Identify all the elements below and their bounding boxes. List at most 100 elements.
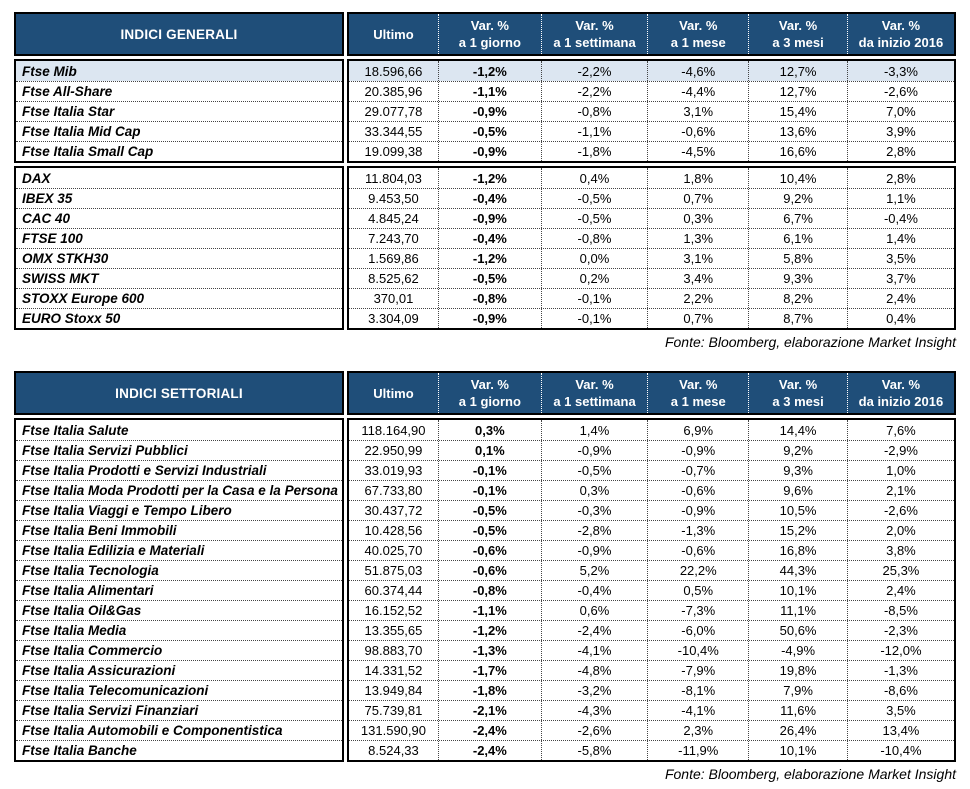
data-cell: 6,1%: [748, 229, 847, 248]
table-row: 98.883,70 -1,3% -4,1% -10,4% -4,9% -12,0%: [349, 640, 954, 660]
column-header-line1: Ultimo: [373, 385, 414, 401]
data-cell: 9,6%: [748, 481, 847, 500]
row-label: IBEX 35: [16, 188, 342, 208]
data-cell: 11,6%: [748, 701, 847, 720]
data-cell: 16,6%: [748, 142, 847, 161]
data-cell: 2,3%: [647, 721, 748, 740]
column-headers-box: Ultimo Var. % a 1 giorno Var. % a 1 settiman…: [347, 371, 956, 415]
data-cell: 7.243,70: [368, 231, 419, 246]
table-row: 3.304,09 -0,9% -0,1% 0,7% 8,7% 0,4%: [349, 308, 954, 328]
row-label: FTSE 100: [16, 228, 342, 248]
data-cell: 14,4%: [748, 420, 847, 440]
data-cell: 0,7%: [647, 189, 748, 208]
column-header: Var. % a 1 giorno: [437, 14, 541, 54]
table-row: 20.385,96 -1,1% -2,2% -4,4% 12,7% -2,6%: [349, 81, 954, 101]
data-cell: -2,6%: [846, 82, 954, 101]
data-cell: 0,0%: [540, 249, 647, 268]
data-cell: -0,3%: [540, 501, 647, 520]
data-cell: 3,9%: [846, 122, 954, 141]
column-header: Ultimo: [349, 373, 438, 413]
data-cell: -0,9%: [540, 541, 647, 560]
data-cell: -6,0%: [647, 621, 748, 640]
data-cell: 2,1%: [846, 481, 954, 500]
row-label: Ftse Italia Servizi Finanziari: [16, 700, 342, 720]
data-cell: 0,4%: [846, 309, 954, 328]
data-cell: 30.437,72: [364, 503, 423, 518]
tables-root: INDICI GENERALI Ultimo Var. % a 1 giorno Var…: [14, 12, 956, 783]
table-indici-generali: INDICI GENERALI Ultimo Var. % a 1 giorno Var…: [14, 12, 956, 351]
data-cell: 9,3%: [748, 269, 847, 288]
data-cell: -10,4%: [846, 741, 954, 760]
column-header-line1: Var. %: [575, 377, 614, 392]
column-header: Var. % a 1 settimana: [540, 373, 647, 413]
data-cell: -0,1%: [437, 481, 541, 500]
table-body-group: Ftse Mib Ftse All-Share Ftse Italia Star Ft…: [14, 59, 956, 163]
column-header: Var. % da inizio 2016: [846, 14, 954, 54]
data-cell: 8.525,62: [368, 271, 419, 286]
data-cell: 7,0%: [846, 102, 954, 121]
data-cell: 3,1%: [647, 249, 748, 268]
data-cell: -0,9%: [437, 142, 541, 161]
data-cell: -0,8%: [437, 581, 541, 600]
row-values-box: 11.804,03 -1,2% 0,4% 1,8% 10,4% 2,8% 9.453,50-…: [347, 166, 956, 330]
table-row: 8.525,62 -0,5% 0,2% 3,4% 9,3% 3,7%: [349, 268, 954, 288]
table-row: 11.804,03 -1,2% 0,4% 1,8% 10,4% 2,8%: [349, 168, 954, 188]
table-row: 131.590,90 -2,4% -2,6% 2,3% 26,4% 13,4%: [349, 720, 954, 740]
data-cell: -4,8%: [540, 661, 647, 680]
table-row: 60.374,44 -0,8% -0,4% 0,5% 10,1% 2,4%: [349, 580, 954, 600]
data-cell: 3,4%: [647, 269, 748, 288]
row-label: STOXX Europe 600: [16, 288, 342, 308]
data-cell: 370,01: [373, 291, 414, 306]
data-cell: -1,2%: [437, 249, 541, 268]
column-header-line2: da inizio 2016: [858, 394, 944, 409]
row-label: Ftse Italia Servizi Pubblici: [16, 440, 342, 460]
row-label: Ftse Italia Viaggi e Tempo Libero: [16, 500, 342, 520]
row-label: Ftse Italia Assicurazioni: [16, 660, 342, 680]
data-cell: 10,5%: [748, 501, 847, 520]
data-cell: 6,7%: [748, 209, 847, 228]
data-cell: 1,0%: [846, 461, 954, 480]
data-cell: -1,3%: [846, 661, 954, 680]
data-cell: 12,7%: [748, 61, 847, 81]
data-cell: 0,3%: [437, 420, 541, 440]
table-row: 75.739,81 -2,1% -4,3% -4,1% 11,6% 3,5%: [349, 700, 954, 720]
row-label: Ftse Italia Telecomunicazioni: [16, 680, 342, 700]
column-header-line1: Var. %: [575, 18, 614, 33]
column-headers-box: Ultimo Var. % a 1 giorno Var. % a 1 settiman…: [347, 12, 956, 56]
data-cell: -1,1%: [540, 122, 647, 141]
data-cell: 11.804,03: [365, 170, 422, 186]
data-cell: -1,1%: [437, 82, 541, 101]
data-cell: 2,0%: [846, 521, 954, 540]
data-cell: -0,5%: [437, 501, 541, 520]
data-cell: 67.733,80: [364, 483, 423, 498]
data-cell: -0,6%: [437, 541, 541, 560]
table-row: 13.355,65 -1,2% -2,4% -6,0% 50,6% -2,3%: [349, 620, 954, 640]
data-cell: -0,6%: [647, 541, 748, 560]
data-cell: 44,3%: [748, 561, 847, 580]
row-label: CAC 40: [16, 208, 342, 228]
data-cell: -5,8%: [540, 741, 647, 760]
data-cell: -1,2%: [437, 621, 541, 640]
data-cell: 0,3%: [647, 209, 748, 228]
table-row: 9.453,50 -0,4% -0,5% 0,7% 9,2% 1,1%: [349, 188, 954, 208]
column-header-line1: Var. %: [881, 377, 921, 392]
table-row: 1.569,86 -1,2% 0,0% 3,1% 5,8% 3,5%: [349, 248, 954, 268]
data-cell: -0,6%: [437, 561, 541, 580]
table-header-band: INDICI GENERALI Ultimo Var. % a 1 giorno Var…: [14, 12, 956, 56]
data-cell: 2,8%: [846, 142, 954, 161]
column-header-line1: Var. %: [679, 18, 718, 33]
data-cell: 19.099,38: [364, 144, 423, 159]
table-row: 16.152,52 -1,1% 0,6% -7,3% 11,1% -8,5%: [349, 600, 954, 620]
data-cell: -0,8%: [540, 102, 647, 121]
data-cell: 0,7%: [647, 309, 748, 328]
data-cell: 13,6%: [748, 122, 847, 141]
data-cell: 0,1%: [437, 441, 541, 460]
column-header-line2: a 3 mesi: [772, 394, 824, 409]
data-cell: 3,7%: [846, 269, 954, 288]
data-cell: -4,3%: [540, 701, 647, 720]
data-cell: 29.077,78: [364, 104, 423, 119]
source-note: Fonte: Bloomberg, elaborazione Market In…: [664, 334, 956, 350]
column-header-line1: Var. %: [679, 377, 718, 392]
data-cell: 9.453,50: [368, 191, 419, 206]
